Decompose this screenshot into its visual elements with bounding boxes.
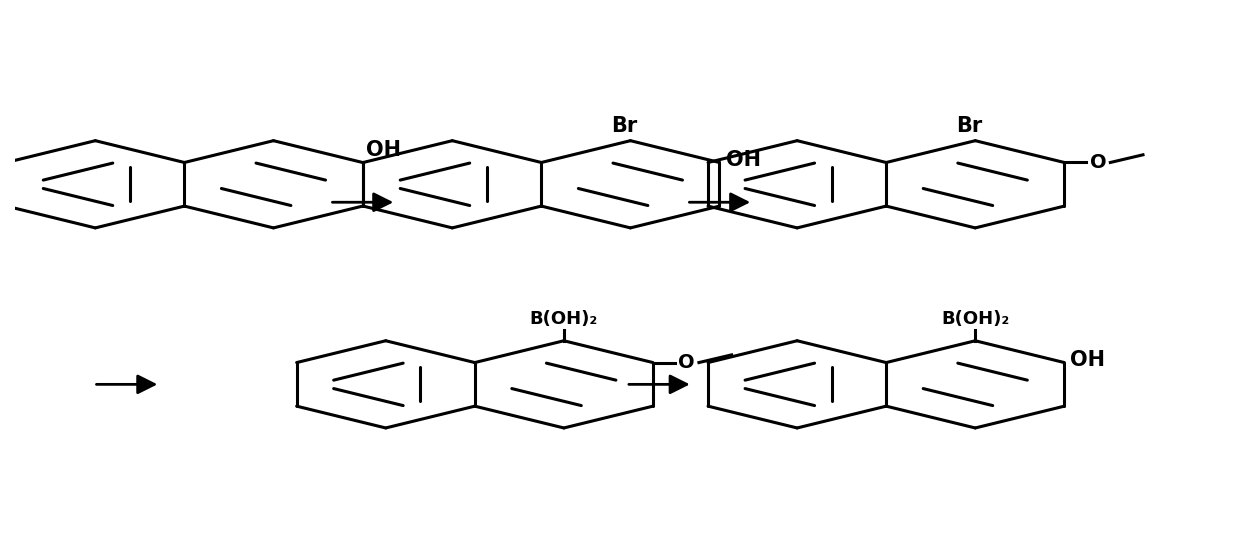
Text: O: O — [1090, 153, 1106, 172]
Text: B(OH)₂: B(OH)₂ — [941, 310, 1009, 328]
Text: OH: OH — [725, 150, 760, 170]
Text: Br: Br — [956, 116, 982, 136]
Text: OH: OH — [1070, 350, 1105, 370]
Text: Br: Br — [611, 116, 637, 136]
Text: OH: OH — [366, 140, 402, 160]
Text: B(OH)₂: B(OH)₂ — [529, 310, 598, 328]
Text: O: O — [678, 353, 694, 372]
